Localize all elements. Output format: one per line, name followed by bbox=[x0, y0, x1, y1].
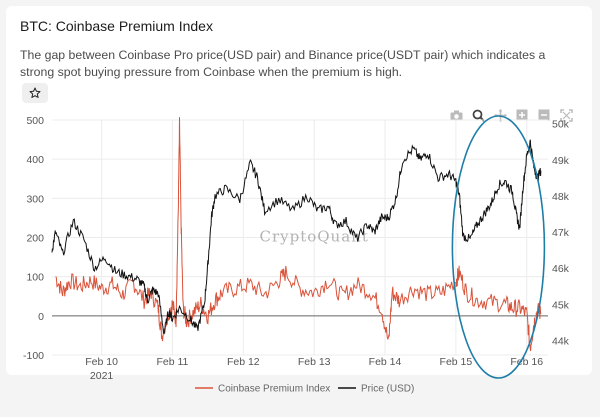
chart-axes: 500 400 300 200 100 0 -100 50k 49k 48k 47k 46k 45k 44… bbox=[23, 115, 570, 382]
y-left-tick-label: 0 bbox=[38, 311, 44, 323]
chart-legend: Coinbase Premium Index Price (USD) bbox=[195, 384, 414, 395]
y-right-tick-label: 45k bbox=[552, 299, 570, 311]
y-left-tick-label: -100 bbox=[23, 350, 44, 362]
y-right-tick-label: 46k bbox=[552, 263, 570, 275]
x-tick-label: Feb 12 bbox=[227, 356, 260, 368]
legend-label-premium: Coinbase Premium Index bbox=[218, 384, 330, 395]
pan-button[interactable] bbox=[492, 107, 508, 123]
autoscale-icon bbox=[559, 108, 573, 122]
bottom-strip bbox=[0, 408, 600, 417]
y-left-tick-label: 400 bbox=[26, 154, 44, 166]
x-tick-label: Feb 11 bbox=[156, 356, 188, 368]
zoom-in-icon bbox=[516, 109, 528, 121]
y-right-tick-label: 47k bbox=[552, 227, 570, 239]
y-right-tick-label: 49k bbox=[552, 155, 570, 167]
y-right-tick-label: 50k bbox=[552, 119, 570, 131]
y-left-tick-label: 200 bbox=[26, 233, 44, 245]
watermark: CryptoQuant bbox=[259, 227, 368, 245]
zoom-in-button[interactable] bbox=[514, 107, 530, 123]
x-tick-label: Feb 16 bbox=[510, 356, 543, 368]
y-left-tick-label: 500 bbox=[26, 115, 44, 127]
x-tick-label: Feb 10 bbox=[85, 356, 118, 368]
chart-description: The gap between Coinbase Pro price(USD p… bbox=[20, 48, 546, 79]
zoom-out-button[interactable] bbox=[536, 107, 552, 123]
chart-toolbar bbox=[448, 107, 574, 123]
x-tick-label: Feb 13 bbox=[298, 356, 331, 368]
star-icon bbox=[29, 87, 41, 98]
page-title: BTC: Coinbase Premium Index bbox=[20, 18, 213, 34]
camera-icon bbox=[450, 110, 462, 120]
chart-card bbox=[6, 6, 592, 375]
download-button[interactable] bbox=[448, 107, 464, 123]
x-tick-label: Feb 15 bbox=[440, 356, 473, 368]
favorite-button[interactable] bbox=[22, 83, 48, 103]
autoscale-button[interactable] bbox=[558, 107, 574, 123]
series-price-line bbox=[51, 139, 542, 335]
y-left-tick-label: 300 bbox=[26, 193, 44, 205]
y-left-tick-label: 100 bbox=[26, 272, 44, 284]
y-right-tick-label: 48k bbox=[552, 191, 570, 203]
legend-label-price: Price (USD) bbox=[361, 384, 414, 395]
pan-icon bbox=[493, 108, 507, 122]
annotation-ellipse bbox=[451, 115, 546, 379]
zoom-out-icon bbox=[538, 109, 550, 121]
x-tick-label: Feb 14 bbox=[369, 356, 402, 368]
series-premium-line bbox=[55, 117, 542, 352]
x-year-label: 2021 bbox=[90, 370, 114, 382]
y-right-tick-label: 44k bbox=[552, 336, 570, 348]
